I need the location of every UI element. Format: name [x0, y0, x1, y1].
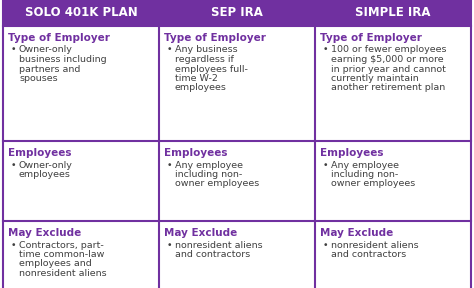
Text: time common-law: time common-law — [19, 250, 104, 259]
Text: employees full-: employees full- — [175, 65, 248, 73]
Text: Any employee: Any employee — [331, 160, 399, 170]
Bar — [3, 26, 159, 141]
Text: Employees: Employees — [164, 148, 228, 158]
Bar — [159, 0, 315, 26]
Text: and contractors: and contractors — [175, 250, 250, 259]
Text: Employees: Employees — [8, 148, 72, 158]
Text: nonresident aliens: nonresident aliens — [19, 269, 107, 278]
Text: Any business: Any business — [175, 46, 237, 54]
Bar — [3, 0, 159, 26]
Text: SIMPLE IRA: SIMPLE IRA — [355, 7, 431, 20]
Text: Contractors, part-: Contractors, part- — [19, 240, 104, 249]
Text: in prior year and cannot: in prior year and cannot — [331, 65, 446, 73]
Text: and contractors: and contractors — [331, 250, 406, 259]
Text: •: • — [323, 240, 328, 249]
Text: owner employees: owner employees — [331, 179, 415, 189]
Text: 100 or fewer employees: 100 or fewer employees — [331, 46, 447, 54]
Text: partners and: partners and — [19, 65, 81, 73]
Text: employees and: employees and — [19, 259, 92, 268]
Text: employees: employees — [175, 84, 227, 92]
Text: nonresident aliens: nonresident aliens — [175, 240, 263, 249]
Text: Any employee: Any employee — [175, 160, 243, 170]
Text: employees: employees — [19, 170, 71, 179]
Text: SEP IRA: SEP IRA — [211, 7, 263, 20]
Text: earning $5,000 or more: earning $5,000 or more — [331, 55, 444, 64]
Bar — [3, 221, 159, 288]
Text: May Exclude: May Exclude — [164, 228, 237, 238]
Text: •: • — [11, 160, 17, 170]
Text: •: • — [167, 240, 173, 249]
Text: •: • — [323, 160, 328, 170]
Text: Type of Employer: Type of Employer — [164, 33, 266, 43]
Text: May Exclude: May Exclude — [320, 228, 393, 238]
Bar — [315, 221, 471, 288]
Text: SOLO 401K PLAN: SOLO 401K PLAN — [25, 7, 137, 20]
Text: nonresident aliens: nonresident aliens — [331, 240, 419, 249]
Text: •: • — [167, 46, 173, 54]
Text: Type of Employer: Type of Employer — [8, 33, 110, 43]
Text: •: • — [323, 46, 328, 54]
Bar — [159, 26, 315, 141]
Text: currently maintain: currently maintain — [331, 74, 419, 83]
Text: including non-: including non- — [331, 170, 398, 179]
Bar — [3, 141, 159, 221]
Text: owner employees: owner employees — [175, 179, 259, 189]
Text: •: • — [167, 160, 173, 170]
Bar — [159, 221, 315, 288]
Bar — [315, 0, 471, 26]
Text: another retirement plan: another retirement plan — [331, 84, 445, 92]
Bar — [315, 26, 471, 141]
Text: •: • — [11, 46, 17, 54]
Text: Employees: Employees — [320, 148, 383, 158]
Text: time W-2: time W-2 — [175, 74, 218, 83]
Bar — [315, 141, 471, 221]
Text: regardless if: regardless if — [175, 55, 234, 64]
Text: May Exclude: May Exclude — [8, 228, 81, 238]
Text: including non-: including non- — [175, 170, 242, 179]
Text: Owner-only: Owner-only — [19, 46, 73, 54]
Text: Owner-only: Owner-only — [19, 160, 73, 170]
Text: spouses: spouses — [19, 74, 58, 83]
Text: Type of Employer: Type of Employer — [320, 33, 422, 43]
Text: •: • — [11, 240, 17, 249]
Text: business including: business including — [19, 55, 107, 64]
Bar — [159, 141, 315, 221]
